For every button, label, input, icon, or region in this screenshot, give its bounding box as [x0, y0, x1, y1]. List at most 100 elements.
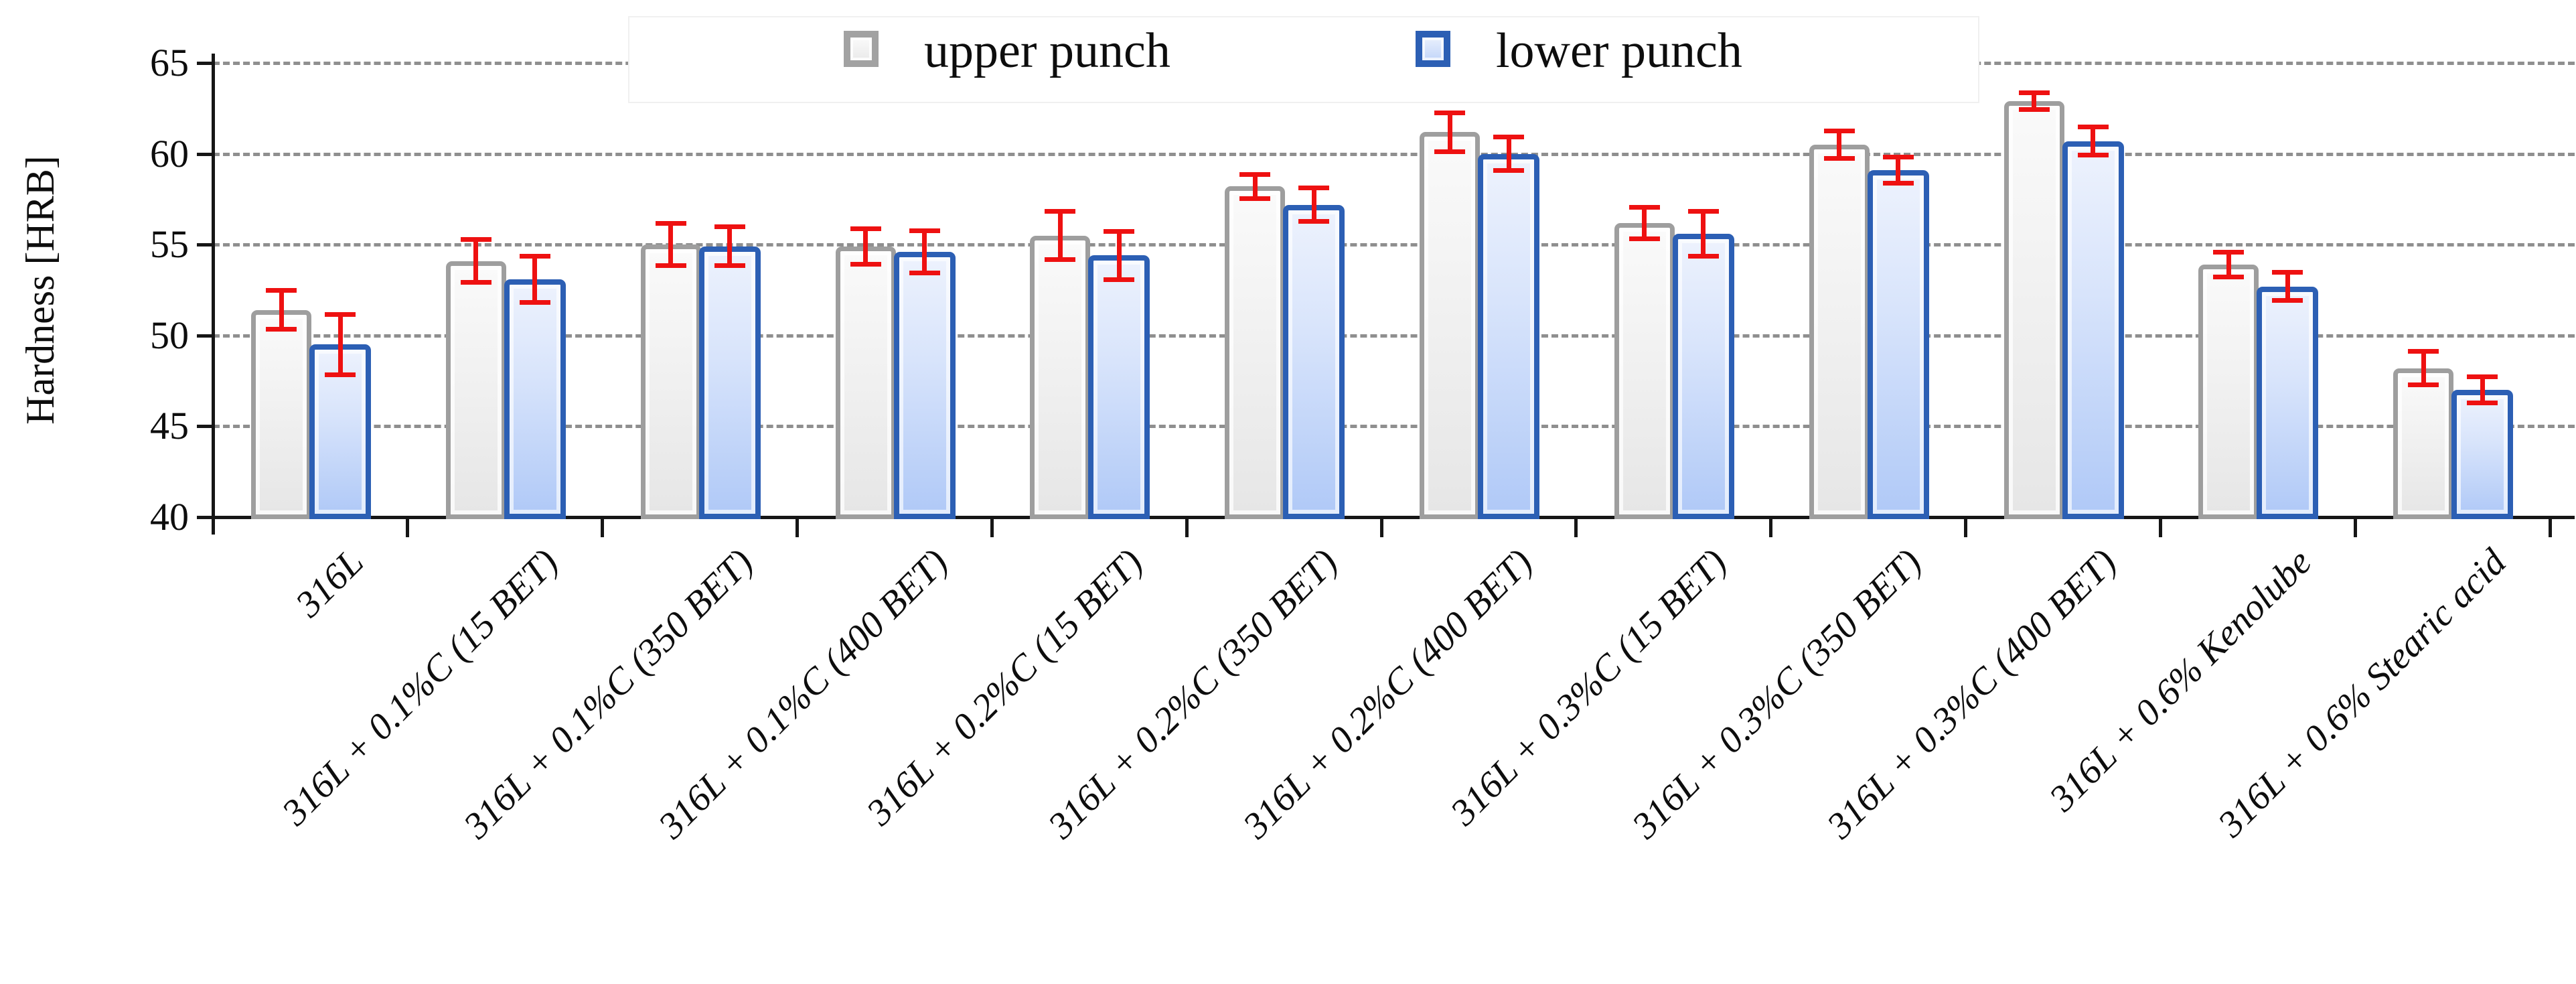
y-axis-line	[212, 54, 215, 535]
y-tick-label-40: 40	[150, 495, 189, 539]
bar-upper-punch	[251, 309, 311, 519]
lower-punch-swatch-icon	[1416, 31, 1450, 67]
error-bar-stem	[2091, 125, 2095, 158]
error-bar-stem	[1447, 110, 1452, 154]
bar-upper-punch	[1614, 222, 1675, 519]
error-bar-upper-punch	[1045, 209, 1076, 262]
error-bar-stem	[727, 224, 733, 269]
error-bar-stem	[1116, 229, 1122, 282]
x-tick-6	[1379, 517, 1383, 537]
x-tick-11	[2353, 517, 2357, 537]
error-bar-stem	[2480, 374, 2485, 406]
error-bar-stem	[863, 226, 868, 267]
legend: upper punch lower punch	[628, 16, 1979, 103]
error-bar-upper-punch	[460, 237, 491, 285]
error-bar-stem	[532, 253, 538, 305]
error-bar-lower-punch	[2077, 125, 2109, 158]
error-bar-stem	[1252, 171, 1258, 202]
y-axis-title: Hardness [HRB]	[18, 155, 62, 425]
error-bar-stem	[1057, 209, 1063, 262]
bar-lower-punch	[2062, 141, 2124, 519]
bar-lower-punch	[1283, 204, 1345, 519]
x-tick-4	[990, 517, 994, 537]
error-bar-lower-punch	[2272, 270, 2303, 303]
legend-label-lower-punch: lower punch	[1496, 23, 1742, 78]
x-axis-line	[198, 516, 2575, 519]
error-bar-upper-punch	[850, 226, 881, 267]
error-bar-stem	[2032, 90, 2036, 113]
x-tick-3	[795, 517, 799, 537]
error-bar-lower-punch	[325, 311, 356, 378]
bar-lower-punch	[504, 279, 566, 519]
x-tick-7	[1574, 517, 1578, 537]
x-tick-2	[601, 517, 605, 537]
error-bar-stem	[922, 228, 927, 276]
error-bar-lower-punch	[714, 224, 745, 269]
gridline-50	[213, 334, 2575, 338]
error-bar-stem	[1642, 204, 1647, 241]
error-bar-lower-punch	[909, 228, 940, 276]
error-bar-upper-punch	[1628, 204, 1660, 241]
error-bar-stem	[668, 220, 674, 269]
x-tick-8	[1769, 517, 1773, 537]
error-bar-upper-punch	[655, 220, 686, 269]
error-bar-stem	[337, 311, 343, 378]
y-tick-40	[197, 516, 213, 519]
y-tick-label-45: 45	[150, 404, 189, 448]
error-bar-stem	[2226, 250, 2231, 279]
bar-upper-punch	[2393, 368, 2454, 519]
y-tick-label-60: 60	[150, 131, 189, 175]
error-bar-stem	[2285, 270, 2290, 303]
bar-upper-punch	[2003, 100, 2064, 519]
error-bar-lower-punch	[519, 253, 550, 305]
y-tick-label-55: 55	[150, 222, 189, 267]
bar-upper-punch	[1030, 235, 1091, 519]
x-tick-5	[1185, 517, 1189, 537]
x-tick-1	[406, 517, 410, 537]
gridline-45	[213, 425, 2575, 429]
bar-lower-punch	[1088, 255, 1150, 519]
bar-lower-punch	[1867, 170, 1929, 519]
y-tick-label-65: 65	[150, 41, 189, 84]
error-bar-upper-punch	[1434, 110, 1465, 154]
error-bar-stem	[279, 288, 284, 332]
bar-lower-punch	[2257, 286, 2319, 519]
error-bar-upper-punch	[266, 288, 297, 332]
error-bar-upper-punch	[1239, 171, 1271, 202]
x-category-label: 316L	[287, 541, 372, 626]
y-tick-60	[197, 152, 213, 156]
bar-upper-punch	[1225, 186, 1286, 519]
error-bar-stem	[1837, 128, 1842, 161]
error-bar-upper-punch	[2408, 349, 2439, 388]
y-tick-65	[197, 62, 213, 65]
bar-lower-punch	[1478, 153, 1539, 519]
bar-lower-punch	[698, 246, 761, 519]
y-tick-50	[197, 334, 213, 338]
error-bar-lower-punch	[1298, 186, 1330, 224]
error-bar-lower-punch	[1104, 229, 1135, 282]
y-tick-45	[197, 425, 213, 429]
bar-lower-punch	[2451, 390, 2514, 519]
gridline-60	[213, 152, 2575, 156]
error-bar-upper-punch	[2018, 90, 2050, 113]
error-bar-upper-punch	[2213, 250, 2245, 279]
error-bar-lower-punch	[2467, 374, 2498, 406]
bar-upper-punch	[640, 244, 701, 519]
error-bar-lower-punch	[1687, 209, 1719, 259]
x-tick-9	[1964, 517, 1967, 537]
error-bar-stem	[1311, 186, 1316, 224]
error-bar-stem	[473, 237, 479, 285]
error-bar-lower-punch	[1882, 154, 1914, 186]
gridline-55	[213, 243, 2575, 247]
error-bar-stem	[2421, 349, 2426, 388]
bar-lower-punch	[893, 252, 956, 519]
error-bar-upper-punch	[1823, 128, 1855, 161]
bar-upper-punch	[835, 246, 896, 519]
error-bar-stem	[1701, 209, 1706, 259]
y-tick-label-50: 50	[150, 313, 189, 357]
bar-upper-punch	[2198, 265, 2259, 519]
bar-upper-punch	[445, 261, 506, 519]
error-bar-lower-punch	[1493, 135, 1524, 173]
upper-punch-swatch-icon	[844, 31, 879, 67]
y-tick-55	[197, 243, 213, 247]
